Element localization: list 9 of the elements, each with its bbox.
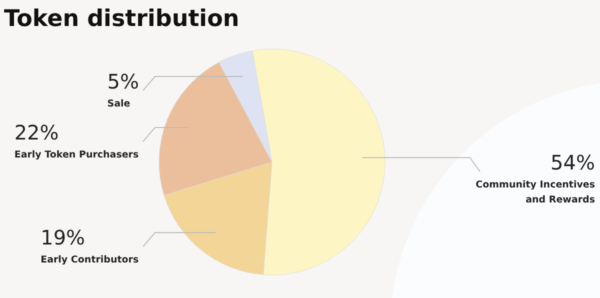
slice-label: Sale	[107, 98, 130, 110]
slice-label: Community Incentives and Rewards	[476, 180, 596, 206]
chart-title: Token distribution	[4, 6, 240, 32]
data-label: 19%	[40, 226, 86, 250]
slice-label: Early Token Purchasers	[14, 150, 139, 161]
data-label: 22%	[14, 120, 59, 145]
slice-label: Early Contributors	[40, 254, 139, 266]
data-label: 5%	[107, 70, 139, 94]
data-label: 54%	[550, 150, 595, 175]
